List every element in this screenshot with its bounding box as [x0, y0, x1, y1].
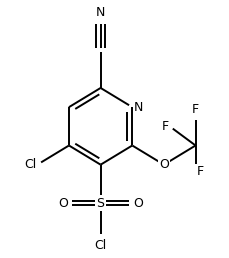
Text: Cl: Cl [24, 158, 36, 171]
Text: F: F [191, 103, 198, 116]
Text: O: O [158, 158, 168, 171]
Text: F: F [161, 120, 168, 133]
Text: Cl: Cl [94, 239, 106, 253]
Text: F: F [196, 165, 203, 178]
Text: O: O [58, 197, 68, 209]
Text: N: N [134, 101, 143, 114]
Text: S: S [96, 197, 104, 209]
Text: O: O [133, 197, 142, 209]
Text: N: N [95, 6, 105, 19]
